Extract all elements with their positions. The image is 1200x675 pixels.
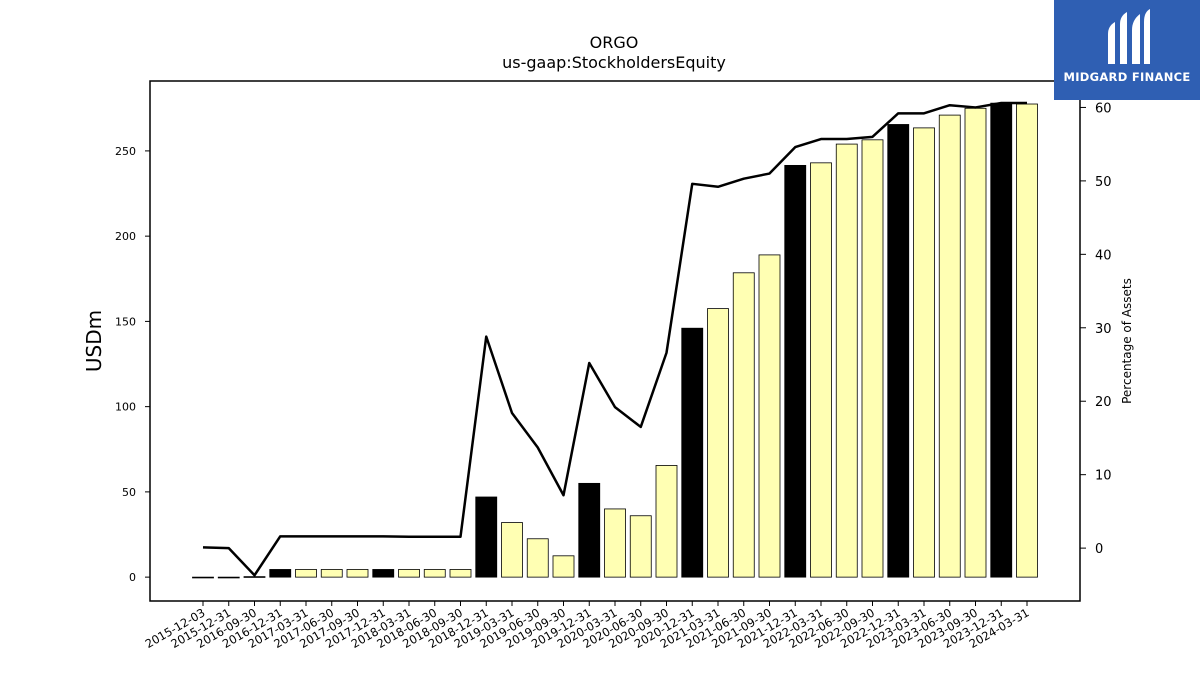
bar-2017-03-31 (295, 569, 317, 578)
bar-2018-03-31 (398, 569, 420, 578)
y-axis-right: 0 10 20 30 40 50 60 (1080, 101, 1112, 557)
y2-tick-label-60: 60 (1095, 101, 1112, 116)
bar-2017-06-30 (320, 569, 343, 578)
bar-2018-09-30 (449, 569, 472, 578)
bar-2019-03-31 (501, 522, 523, 578)
bar-2015-12-03 (192, 576, 214, 579)
bar-2022-12-31 (887, 124, 910, 578)
y2-tick-label-50: 50 (1095, 175, 1112, 190)
bar-2023-03-31 (913, 127, 935, 578)
y-tick-label-250: 250 (115, 145, 136, 158)
chart-title: ORGO (590, 33, 639, 52)
bar-2022-06-30 (835, 143, 858, 578)
bar-2023-06-30 (938, 114, 961, 578)
y-tick-label-100: 100 (115, 401, 136, 414)
y2-axis-label: Percentage of Assets (1120, 278, 1134, 404)
bar-2019-06-30 (526, 538, 549, 578)
bar-2024-03-31 (1016, 103, 1038, 578)
bar-2019-09-30 (552, 555, 575, 578)
bar-2022-09-30 (861, 139, 884, 578)
bar-group (192, 102, 1038, 579)
y2-tick-label-40: 40 (1095, 248, 1112, 263)
y2-tick-label-0: 0 (1095, 542, 1103, 557)
bar-2021-06-30 (732, 272, 755, 578)
brand-name: MIDGARD FINANCE (1063, 70, 1191, 84)
y-axis-left: 0 50 100 150 200 250 (115, 145, 150, 584)
bar-2021-09-30 (758, 254, 781, 578)
bar-2018-12-31 (475, 496, 498, 578)
bar-2017-12-31 (372, 569, 395, 578)
bar-2021-03-31 (707, 308, 729, 578)
bar-2016-12-31 (269, 569, 292, 578)
x-axis: 2015-12-032015-12-312016-09-302016-12-31… (143, 601, 1032, 651)
bar-2019-12-31 (578, 482, 601, 578)
y-axis-label: USDm (82, 310, 106, 372)
bar-2017-09-30 (346, 569, 369, 578)
bar-2020-06-30 (629, 515, 652, 578)
y-tick-label-0: 0 (129, 571, 136, 584)
y2-tick-label-20: 20 (1095, 395, 1112, 410)
y-tick-label-200: 200 (115, 230, 136, 243)
bar-2020-12-31 (681, 327, 704, 578)
bar-2018-06-30 (423, 569, 446, 578)
y-tick-label-150: 150 (115, 315, 136, 328)
bar-2015-12-31 (217, 576, 240, 579)
bar-2023-09-30 (964, 107, 987, 578)
bar-2020-03-31 (604, 508, 626, 578)
midgard-logo-icon (1108, 9, 1150, 64)
bar-2020-09-30 (655, 465, 678, 578)
bar-2021-12-31 (784, 164, 807, 578)
chart-subtitle: us-gaap:StockholdersEquity (502, 53, 726, 72)
y2-tick-label-10: 10 (1095, 469, 1112, 484)
bar-2023-12-31 (990, 102, 1013, 578)
percentage-of-assets-line (202, 101, 1027, 577)
y-tick-label-50: 50 (122, 486, 136, 499)
midgard-finance-logo: MIDGARD FINANCE (1054, 0, 1200, 100)
bar-2016-09-30 (243, 576, 266, 578)
line-group (202, 101, 1027, 577)
bar-2022-03-31 (810, 162, 832, 578)
y2-tick-label-30: 30 (1095, 322, 1112, 337)
